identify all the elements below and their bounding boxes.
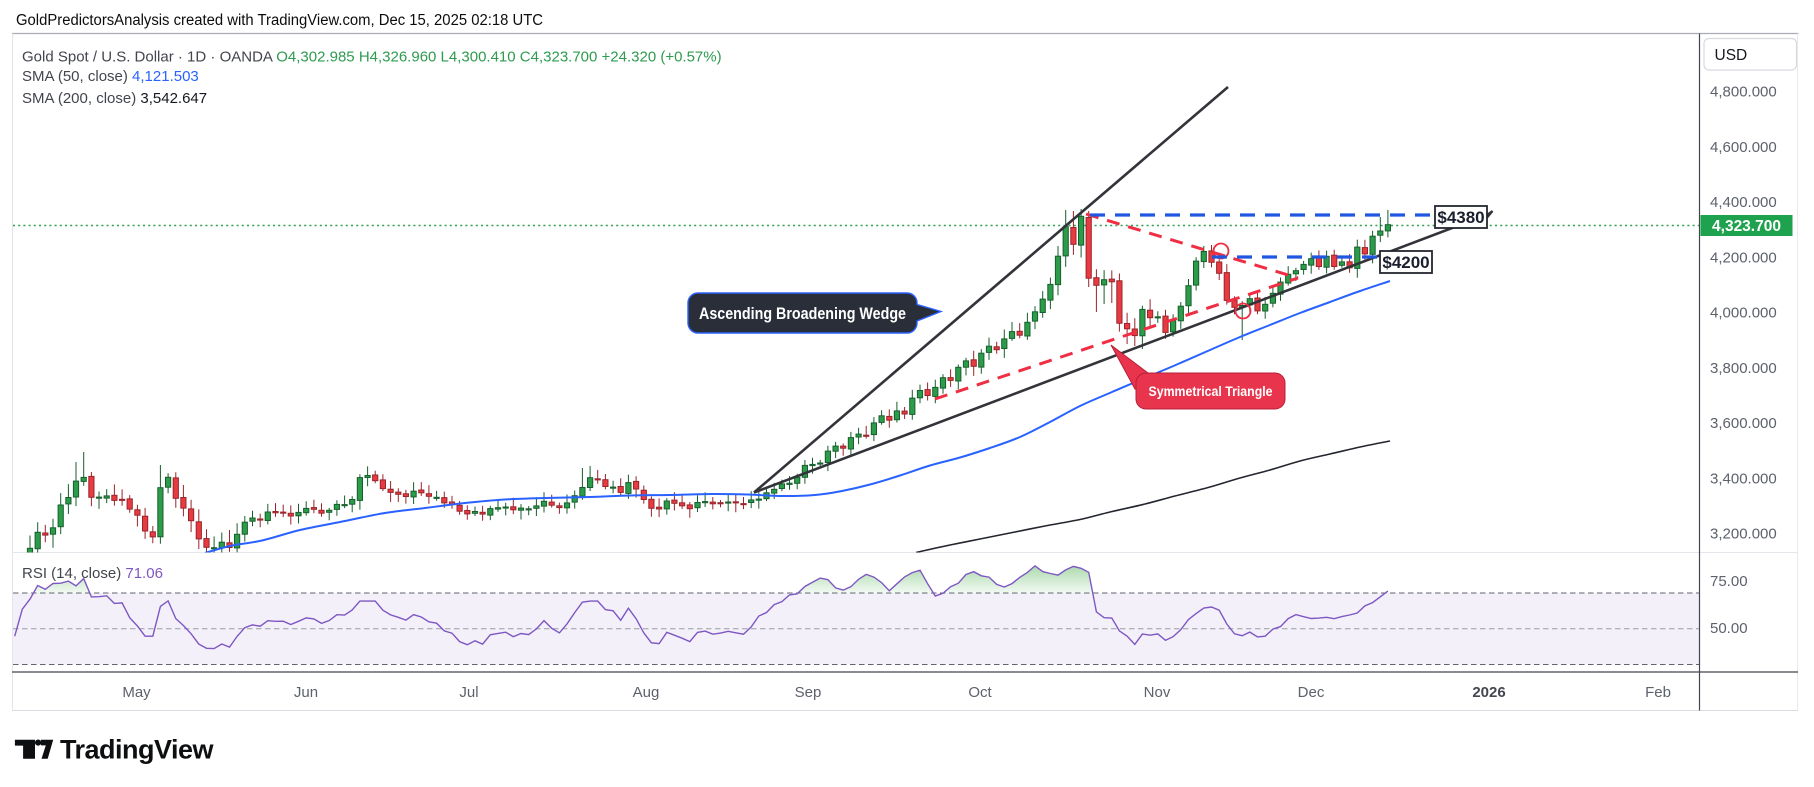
svg-text:May: May bbox=[122, 684, 151, 701]
svg-text:3,400.000: 3,400.000 bbox=[1710, 470, 1777, 487]
svg-text:2026: 2026 bbox=[1472, 684, 1505, 701]
svg-text:$4200: $4200 bbox=[1382, 253, 1429, 272]
svg-text:3,800.000: 3,800.000 bbox=[1710, 360, 1777, 377]
svg-text:USD: USD bbox=[1715, 47, 1748, 64]
svg-text:SMA (50, close) 4,121.503: SMA (50, close) 4,121.503 bbox=[22, 68, 199, 85]
svg-text:4,600.000: 4,600.000 bbox=[1710, 139, 1777, 156]
svg-text:4,400.000: 4,400.000 bbox=[1710, 194, 1777, 211]
svg-text:75.00: 75.00 bbox=[1710, 573, 1748, 590]
svg-text:4,000.000: 4,000.000 bbox=[1710, 305, 1777, 322]
svg-text:TradingView: TradingView bbox=[60, 735, 215, 765]
svg-text:4,323.700: 4,323.700 bbox=[1712, 218, 1781, 235]
svg-text:Jul: Jul bbox=[459, 684, 478, 701]
svg-text:$4380: $4380 bbox=[1437, 208, 1484, 227]
svg-text:Feb: Feb bbox=[1645, 684, 1671, 701]
svg-text:Dec: Dec bbox=[1298, 684, 1325, 701]
svg-text:4,200.000: 4,200.000 bbox=[1710, 249, 1777, 266]
svg-text:3,600.000: 3,600.000 bbox=[1710, 415, 1777, 432]
svg-text:Gold Spot / U.S. Dollar · 1D ·: Gold Spot / U.S. Dollar · 1D · OANDA O4,… bbox=[22, 49, 722, 66]
svg-text:Symmetrical Triangle: Symmetrical Triangle bbox=[1149, 383, 1273, 399]
svg-text:3,200.000: 3,200.000 bbox=[1710, 526, 1777, 543]
svg-text:Oct: Oct bbox=[968, 684, 992, 701]
svg-text:50.00: 50.00 bbox=[1710, 620, 1748, 637]
svg-text:SMA (200, close) 3,542.647: SMA (200, close) 3,542.647 bbox=[22, 90, 207, 107]
svg-text:4,800.000: 4,800.000 bbox=[1710, 84, 1777, 101]
svg-text:GoldPredictorsAnalysis created: GoldPredictorsAnalysis created with Trad… bbox=[16, 12, 543, 29]
svg-text:Sep: Sep bbox=[795, 684, 822, 701]
svg-text:Jun: Jun bbox=[294, 684, 318, 701]
svg-text:Nov: Nov bbox=[1144, 684, 1171, 701]
svg-text:RSI (14, close) 71.06: RSI (14, close) 71.06 bbox=[22, 565, 163, 582]
svg-text:Aug: Aug bbox=[633, 684, 660, 701]
svg-text:Ascending Broadening Wedge: Ascending Broadening Wedge bbox=[699, 304, 906, 323]
